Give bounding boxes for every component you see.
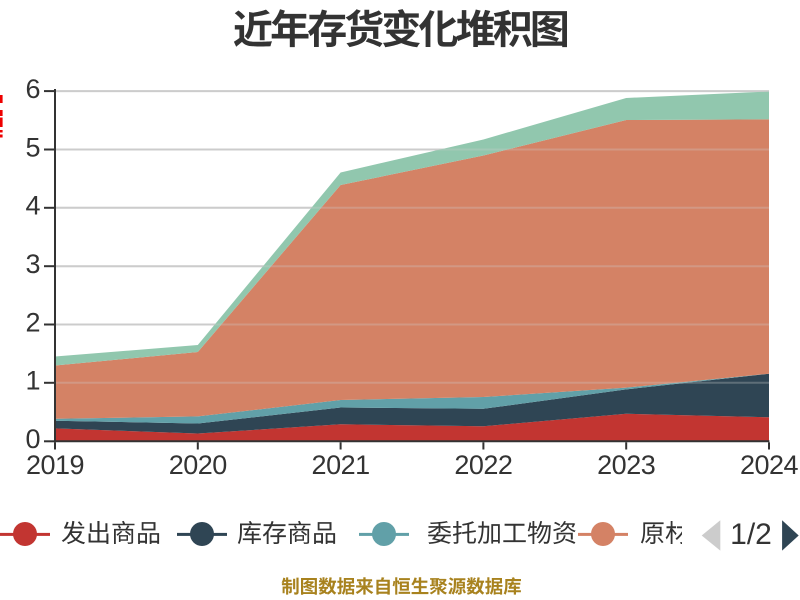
svg-text:2019: 2019: [26, 450, 84, 480]
svg-text:2022: 2022: [454, 450, 512, 480]
svg-text:1: 1: [25, 366, 40, 396]
svg-text:2020: 2020: [169, 450, 227, 480]
svg-text:5: 5: [25, 132, 40, 162]
svg-text:4: 4: [25, 191, 40, 221]
svg-text:2023: 2023: [597, 450, 655, 480]
svg-text:2021: 2021: [312, 450, 370, 480]
svg-text:0: 0: [25, 424, 40, 454]
svg-text:2024: 2024: [740, 450, 799, 480]
svg-text:6: 6: [25, 74, 40, 104]
svg-text:3: 3: [25, 249, 40, 279]
svg-text:1/2: 1/2: [730, 518, 772, 551]
svg-text:2: 2: [25, 307, 40, 337]
